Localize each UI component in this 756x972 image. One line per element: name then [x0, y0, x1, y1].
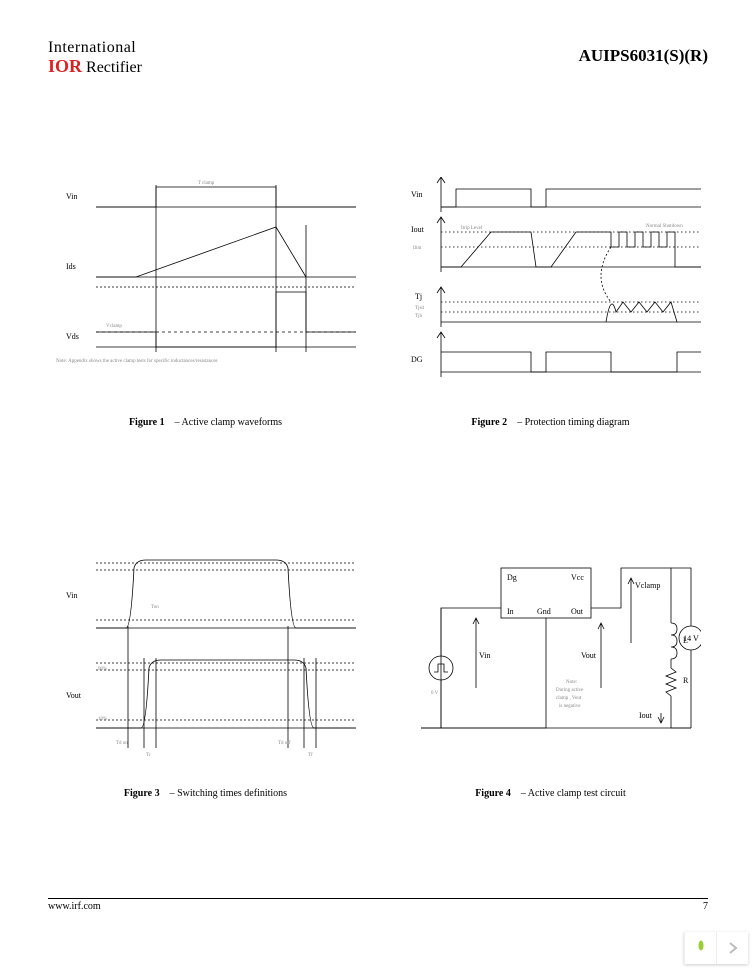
fig4-src: 14 V [683, 634, 699, 643]
figure-3-name: Figure 3 [124, 788, 160, 799]
figures-grid: Vin Ids Vds T clamp Vclamp Note: Appendi… [48, 177, 708, 799]
fig2-itrip: Itrip Level [461, 226, 483, 231]
fig1-vclamp-label: Vclamp [106, 324, 122, 329]
fig3-tdoff: Td off [278, 741, 291, 746]
fig4-vclamp: Vclamp [635, 581, 660, 590]
fig3-vout: Vout [66, 691, 82, 700]
figure-3: Vin Vout Ton Td on Tr Td off Tf 90% 10% … [48, 548, 363, 799]
fig2-vin: Vin [411, 190, 423, 199]
fig1-footnote: Note: Appendix shows the active clamp te… [56, 359, 218, 364]
fig4-vout: Vout [581, 651, 597, 660]
figure-1-caption-text: – Active clamp waveforms [175, 417, 282, 428]
logo-rectifier: Rectifier [86, 60, 142, 77]
fig3-90: 90% [98, 667, 107, 672]
viewer-logo-icon[interactable] [684, 932, 716, 964]
part-number: AUIPS6031(S)(R) [579, 46, 708, 66]
fig4-note4: is negative [559, 704, 581, 709]
fig4-note2: During active [556, 688, 584, 693]
logo-ior: IOR [48, 57, 82, 76]
fig4-R: R [683, 676, 689, 685]
footer-url: www.irf.com [48, 901, 101, 912]
fig1-vin-label: Vin [66, 192, 78, 201]
figure-2-name: Figure 2 [471, 417, 507, 428]
fig3-tf: Tf [308, 753, 313, 758]
figure-2-svg: Vin Iout Ilim Itrip Level Normal Shutdow… [401, 177, 701, 387]
company-logo: International IOR Rectifier [48, 40, 142, 77]
fig2-tjsd: Tjsd [415, 306, 424, 311]
fig4-out: Out [571, 607, 584, 616]
page: International IOR Rectifier AUIPS6031(S)… [0, 0, 756, 972]
fig1-tclamp-label: T clamp [197, 181, 214, 186]
fig2-dg: DG [411, 355, 423, 364]
fig3-vin: Vin [66, 591, 78, 600]
fig2-tj: Tj [415, 292, 422, 301]
fig2-tjh: Tjh [415, 314, 422, 319]
next-page-button[interactable] [716, 932, 748, 964]
figure-3-caption-text: – Switching times definitions [170, 788, 288, 799]
footer-page: 7 [703, 901, 708, 912]
fig4-vcc: Vcc [571, 573, 584, 582]
fig4-dg: Dg [507, 573, 517, 582]
fig4-iout: Iout [639, 711, 653, 720]
logo-line2: IOR Rectifier [48, 57, 142, 77]
figure-4-svg: Dg Vcc In Gnd Out Vin Vout Vclamp L R Io… [401, 548, 701, 758]
figure-3-svg: Vin Vout Ton Td on Tr Td off Tf 90% 10% [56, 548, 356, 758]
figure-2-caption-text: – Protection timing diagram [517, 417, 629, 428]
figure-2-caption: Figure 2 – Protection timing diagram [471, 417, 629, 428]
figure-2: Vin Iout Ilim Itrip Level Normal Shutdow… [393, 177, 708, 428]
fig2-normsd: Normal Shutdown [646, 224, 683, 229]
fig3-tdon: Td on [116, 741, 128, 746]
figure-1: Vin Ids Vds T clamp Vclamp Note: Appendi… [48, 177, 363, 428]
fig4-vin: Vin [479, 651, 491, 660]
fig1-vds-label: Vds [66, 332, 79, 341]
fig3-10: 10% [98, 717, 107, 722]
fig2-iout: Iout [411, 225, 425, 234]
fig2-ilim: Ilim [413, 246, 421, 251]
viewer-pager [684, 932, 748, 964]
figure-4-name: Figure 4 [475, 788, 511, 799]
fig3-ton: Ton [151, 605, 159, 610]
page-footer: www.irf.com 7 [48, 898, 708, 912]
figure-4: Dg Vcc In Gnd Out Vin Vout Vclamp L R Io… [393, 548, 708, 799]
fig1-ids-label: Ids [66, 262, 76, 271]
figure-3-caption: Figure 3 – Switching times definitions [124, 788, 287, 799]
header: International IOR Rectifier AUIPS6031(S)… [48, 40, 708, 77]
fig4-note3: clamp , Vout [556, 696, 582, 701]
figure-1-svg: Vin Ids Vds T clamp Vclamp Note: Appendi… [56, 177, 356, 387]
fig4-gnd: Gnd [537, 607, 551, 616]
figure-1-name: Figure 1 [129, 417, 165, 428]
logo-line1: International [48, 40, 142, 57]
fig4-note1: Note: [566, 680, 577, 685]
figure-1-caption: Figure 1 – Active clamp waveforms [129, 417, 282, 428]
fig3-tr: Tr [146, 753, 151, 758]
fig4-zero: 0 V [431, 691, 439, 696]
fig4-in: In [507, 607, 514, 616]
figure-4-caption-text: – Active clamp test circuit [521, 788, 626, 799]
figure-4-caption: Figure 4 – Active clamp test circuit [475, 788, 626, 799]
